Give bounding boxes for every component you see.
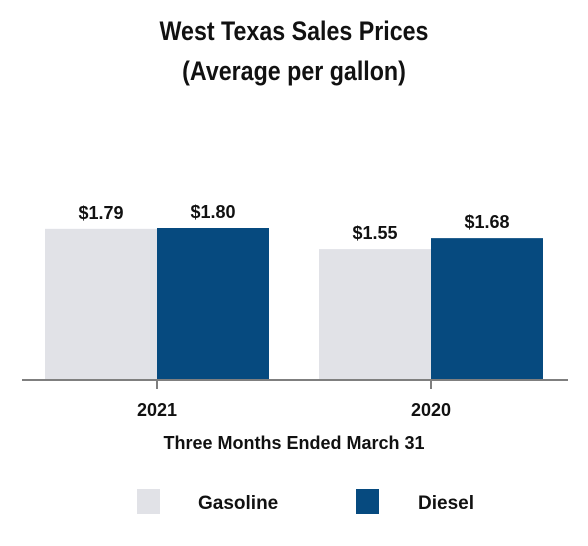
category-label-2021: 2021	[137, 400, 177, 420]
bar-diesel-2021	[157, 228, 269, 380]
x-axis-title: Three Months Ended March 31	[163, 433, 424, 453]
bar-gasoline-2020	[319, 249, 431, 380]
category-label-2020: 2020	[411, 400, 451, 420]
value-labels-layer: $1.79 $1.80 $1.55 $1.68	[78, 202, 509, 243]
chart-subtitle: (Average per gallon)	[182, 56, 406, 86]
category-labels-layer: 2021 2020	[137, 400, 451, 420]
value-label-diesel-2020: $1.68	[464, 212, 509, 232]
ticks-layer	[156, 380, 432, 389]
value-label-gasoline-2021: $1.79	[78, 203, 123, 223]
legend-label-gasoline: Gasoline	[198, 493, 278, 514]
legend-label-diesel: Diesel	[418, 493, 474, 514]
value-label-gasoline-2020: $1.55	[352, 223, 397, 243]
legend-swatch-diesel	[356, 489, 379, 514]
bar-diesel-2020	[431, 238, 543, 380]
chart-title: West Texas Sales Prices	[159, 16, 429, 46]
bar-gasoline-2021	[45, 228, 157, 380]
value-label-diesel-2021: $1.80	[190, 202, 235, 222]
legend: Gasoline Diesel	[137, 489, 474, 514]
bars-layer	[45, 228, 543, 380]
legend-swatch-gasoline	[137, 489, 160, 514]
